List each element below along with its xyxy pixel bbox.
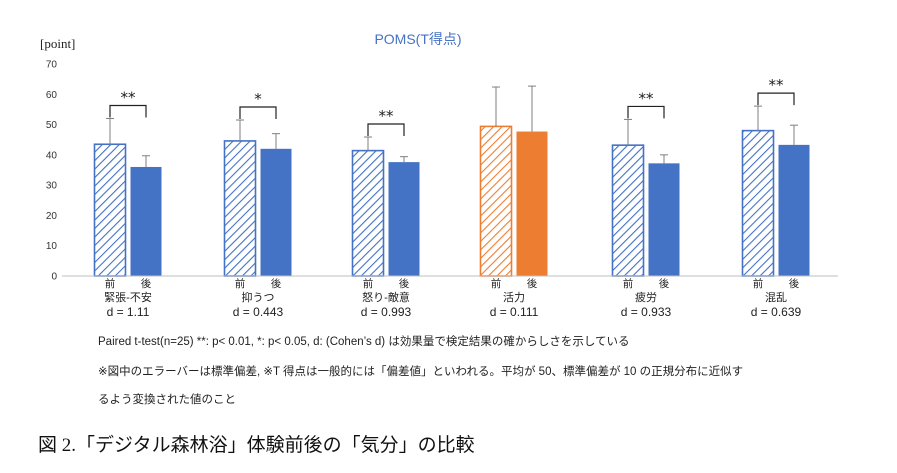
x-sublabel-before: 前	[753, 277, 764, 290]
footnote-line-1: ※図中のエラーバーは標準偏差, ※T 得点は一般的には「偏差値」といわれる。平均…	[98, 366, 744, 378]
significance-marker: **	[379, 107, 395, 125]
bar-after	[388, 162, 420, 276]
bar-before	[479, 125, 513, 277]
figure-caption: 図 2.「デジタル森林浴」体験前後の「気分」の比較	[38, 435, 475, 456]
x-sublabel-after: 後	[141, 277, 152, 290]
bar-after	[130, 166, 162, 276]
significance-bracket	[109, 104, 147, 118]
significance-bracket	[367, 123, 405, 136]
effect-size-label: d = 0.933	[621, 305, 672, 319]
bar-before	[93, 143, 127, 277]
significance-bracket	[627, 105, 665, 119]
effect-size-label: d = 0.993	[361, 305, 412, 319]
footnote-line-2: るよう変換された値のこと	[98, 394, 236, 406]
y-tick-label: 50	[46, 120, 58, 131]
category-label: 混乱	[765, 291, 787, 304]
y-tick-label: 60	[46, 90, 58, 101]
chart-title: POMS(T得点)	[374, 31, 461, 47]
y-axis-label: [point]	[40, 36, 75, 51]
x-sublabel-after: 後	[399, 277, 410, 290]
bar-before	[611, 144, 645, 277]
y-tick-label: 70	[46, 60, 58, 71]
bar-before	[223, 140, 257, 277]
y-tick-label: 0	[51, 272, 57, 283]
significance-marker: **	[121, 89, 137, 107]
x-sublabel-after: 後	[527, 277, 538, 290]
effect-size-label: d = 1.11	[107, 305, 150, 319]
bar-before	[741, 129, 775, 277]
x-sublabel-before: 前	[105, 277, 116, 290]
category-label: 活力	[503, 291, 525, 304]
bar-after	[778, 144, 810, 276]
y-tick-label: 20	[46, 211, 58, 222]
stats-note: Paired t-test(n=25) **: p< 0.01, *: p< 0…	[98, 336, 630, 348]
significance-marker: *	[254, 90, 262, 108]
x-sublabel-before: 前	[235, 277, 246, 290]
category-label: 緊張-不安	[104, 290, 152, 304]
bar-after	[648, 163, 680, 276]
x-sublabel-before: 前	[491, 277, 502, 290]
bar-after	[516, 131, 548, 276]
effect-size-label: d = 0.639	[751, 305, 802, 319]
y-tick-label: 30	[46, 181, 58, 192]
significance-bracket	[757, 92, 795, 106]
effect-size-label: d = 0.111	[490, 305, 539, 319]
effect-size-label: d = 0.443	[233, 305, 284, 319]
bar-before	[351, 149, 385, 277]
category-label: 怒り-敵意	[362, 290, 410, 304]
x-sublabel-after: 後	[271, 277, 282, 290]
category-label: 疲労	[635, 290, 657, 304]
bar-after	[260, 148, 292, 276]
x-sublabel-after: 後	[789, 277, 800, 290]
significance-marker: **	[639, 89, 655, 107]
x-sublabel-before: 前	[623, 277, 634, 290]
x-sublabel-after: 後	[659, 277, 670, 290]
category-label: 抑うつ	[242, 290, 275, 304]
y-tick-label: 40	[46, 150, 58, 161]
y-tick-label: 10	[46, 241, 58, 252]
x-sublabel-before: 前	[363, 277, 374, 290]
significance-marker: **	[769, 76, 785, 94]
significance-bracket	[239, 106, 277, 120]
